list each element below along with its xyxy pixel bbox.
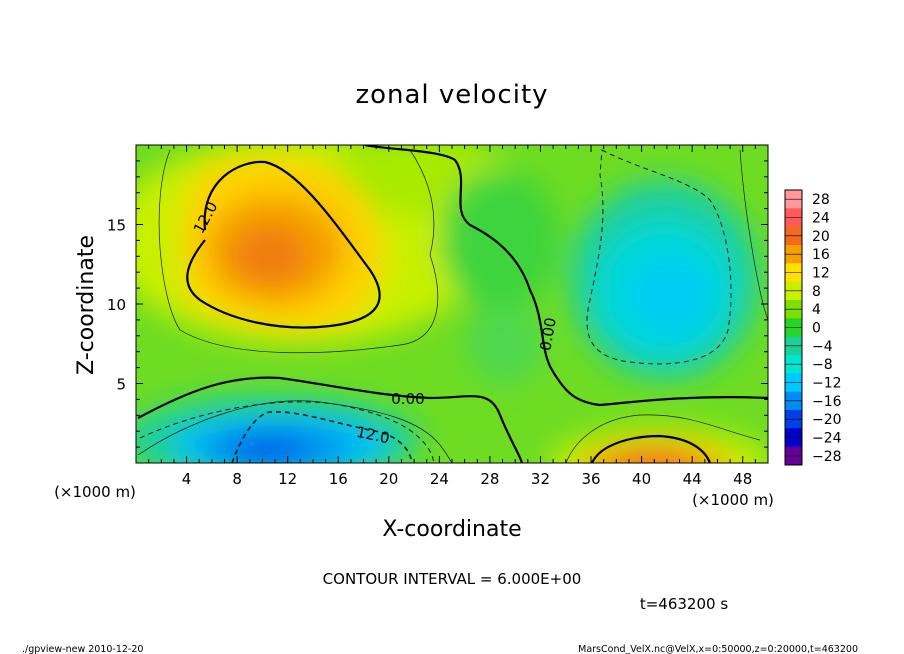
footer-left: ./gpview-new 2010-12-20 [22, 644, 143, 654]
colorbar-label: 0 [812, 321, 821, 337]
field-shading [136, 145, 768, 463]
colorbar-label: −24 [812, 431, 842, 447]
colorbar-label: −16 [812, 394, 842, 410]
colorbar-label: −4 [812, 339, 833, 355]
contour-0-middle [364, 145, 768, 407]
colorbar: 28 24 20 16 12 8 4 0 −4 −8 −12 −16 −20 −24 −28 [784, 189, 842, 466]
plot-area: 12.0 0.00 0.00 12.0 [136, 145, 768, 463]
colorbar-label: 4 [812, 302, 821, 318]
x-tick-label: 28 [480, 470, 499, 488]
y-unit-label: (×1000 m) [54, 483, 136, 501]
x-tick-label: 44 [683, 470, 702, 488]
x-tick-label: 16 [329, 470, 348, 488]
x-tick-label: 4 [182, 470, 192, 488]
contour-neg12-lower [231, 411, 413, 463]
y-tick-label: 10 [107, 296, 126, 314]
colorbar-label: 28 [812, 192, 830, 208]
x-axis-ticks: 4 8 12 16 20 24 28 32 36 40 44 48 [148, 145, 756, 488]
x-tick-label: 36 [581, 470, 600, 488]
colorbar-label: 20 [812, 229, 830, 245]
colorbar-label: −20 [812, 412, 842, 428]
y-axis-label: Z-coordinate [74, 235, 99, 375]
x-unit-label: (×1000 m) [692, 491, 774, 509]
colorbar-label: −28 [812, 449, 842, 465]
contour-6-upper [158, 149, 439, 354]
x-tick-label: 24 [430, 470, 449, 488]
x-tick-label: 32 [531, 470, 550, 488]
contour-neg6-lower [139, 401, 435, 463]
time-label: t=463200 s [640, 595, 728, 613]
contour-0-lower [137, 376, 524, 463]
x-tick-label: 40 [632, 470, 651, 488]
x-axis-label: X-coordinate [382, 517, 521, 542]
x-tick-label: 8 [232, 470, 242, 488]
contour-6-bottom [565, 414, 761, 463]
thin-contours [137, 149, 768, 463]
x-tick-label: 48 [733, 470, 752, 488]
colorbar-label: 16 [812, 247, 830, 263]
contour-6-right [739, 149, 768, 321]
footer-right: MarsCond_VelX.nc@VelX,x=0:50000,z=0:2000… [578, 644, 858, 654]
bold-contours [137, 145, 768, 463]
contour-label: 0.00 [391, 390, 424, 408]
colorbar-label: −12 [812, 376, 842, 392]
colorbar-label: 12 [812, 266, 830, 282]
y-axis-ticks: 5 10 15 [107, 160, 768, 448]
y-tick-label: 15 [107, 217, 126, 235]
x-tick-label: 20 [379, 470, 398, 488]
colorbar-label: 24 [812, 211, 830, 227]
contour-neg6-right [586, 149, 732, 365]
colorbar-label: −8 [812, 357, 833, 373]
contour-6-lower-left [137, 400, 453, 463]
dashed-contours [139, 149, 732, 463]
colorbar-label: 8 [812, 284, 821, 300]
x-tick-label: 12 [278, 470, 297, 488]
chart-title: zonal velocity [355, 80, 548, 110]
y-tick-label: 5 [116, 376, 126, 394]
contour-interval: CONTOUR INTERVAL = 6.000E+00 [323, 570, 582, 588]
contour-12-upper [186, 160, 381, 329]
contour-label: 0.00 [536, 316, 560, 352]
contour-12-bottom [590, 434, 712, 463]
